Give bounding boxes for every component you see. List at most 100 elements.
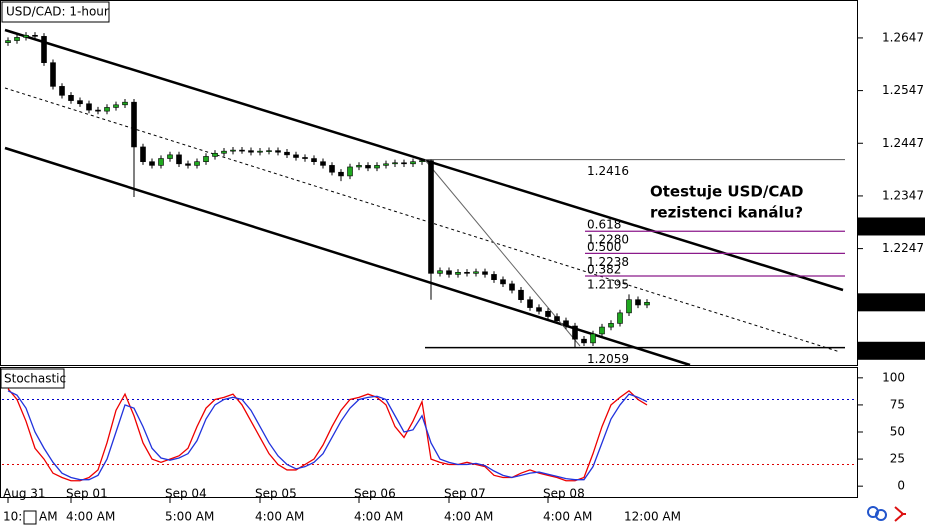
candle-body xyxy=(545,310,551,317)
candle-body xyxy=(302,157,308,159)
y-tick-label: 1.2547 xyxy=(882,83,924,97)
candle-body xyxy=(563,320,569,327)
candle-body xyxy=(293,154,299,158)
candle-body xyxy=(428,160,434,274)
annotation: rezistenci kanálu? xyxy=(650,204,803,222)
candle-body xyxy=(626,299,632,314)
price-marker-label: 1.2289 xyxy=(882,219,924,233)
candle-body xyxy=(455,272,461,275)
fib-ratio: 0.382 xyxy=(587,262,621,276)
candle-body xyxy=(392,162,398,165)
candle-body xyxy=(347,166,353,177)
candle-body xyxy=(608,323,614,328)
x-time-label: 4:00 AM xyxy=(444,510,493,524)
candle-body xyxy=(437,270,443,274)
fib-price: 1.2238 xyxy=(587,255,629,269)
indicator-tick-label: 50 xyxy=(890,425,905,439)
candle-body xyxy=(383,163,389,166)
candle-body xyxy=(284,151,290,156)
indicator-panel xyxy=(0,367,858,498)
indicator-tick-label: 0 xyxy=(897,479,905,493)
x-time-label: 4:00 AM xyxy=(66,510,115,524)
plot-layer xyxy=(4,28,845,367)
candle-body xyxy=(536,307,542,312)
candle-body xyxy=(464,272,470,274)
candle-body xyxy=(644,302,650,306)
x-date-label: Sep 04 xyxy=(165,487,207,501)
candle-body xyxy=(77,100,83,105)
candle-body xyxy=(140,146,146,162)
x-date-label: Aug 31 xyxy=(3,487,46,501)
indicator-line xyxy=(7,390,648,481)
y-tick-label: 1.2647 xyxy=(882,30,924,44)
candle-body xyxy=(590,333,596,344)
candle-body xyxy=(212,152,218,157)
arrow-icon[interactable] xyxy=(894,506,906,522)
x-time-label: 12:00 AM xyxy=(624,510,681,524)
candle-body xyxy=(275,150,281,153)
main-panel xyxy=(0,0,858,366)
candle-body xyxy=(401,162,407,165)
chart-title: USD/CAD: 1-hour xyxy=(6,5,109,19)
candle-body xyxy=(59,86,65,96)
x-date-label: Sep 01 xyxy=(66,487,108,501)
candle-body xyxy=(41,36,47,63)
candle-body xyxy=(500,279,506,285)
candle-body xyxy=(257,150,263,153)
link-icon[interactable] xyxy=(875,509,887,521)
candle-body xyxy=(104,107,110,112)
x-time-label: 4:00 AM xyxy=(255,510,304,524)
x-time-label: 4:00 AM xyxy=(543,510,592,524)
fib-price: 1.2195 xyxy=(587,277,629,291)
x-time-label: AM xyxy=(39,510,58,524)
candle-body xyxy=(491,274,497,280)
indicator-line xyxy=(7,388,648,482)
candle-body xyxy=(572,325,578,340)
candle-body xyxy=(50,62,56,87)
y-tick-label: 1.2347 xyxy=(882,188,924,202)
candle-body xyxy=(509,283,515,291)
channel-mid xyxy=(4,87,841,353)
candle-body xyxy=(419,160,425,162)
price-marker xyxy=(858,217,925,236)
candle-body xyxy=(329,165,335,173)
candle-body xyxy=(356,165,362,168)
candle-body xyxy=(266,150,272,152)
candle-body xyxy=(599,326,605,335)
candle-body xyxy=(482,271,488,275)
x-time-label: 10: xyxy=(3,510,22,524)
x-time-label: 4:00 AM xyxy=(354,510,403,524)
candle-body xyxy=(320,161,326,166)
price-marker xyxy=(858,293,925,312)
candle-body xyxy=(14,37,20,41)
candle-body xyxy=(167,154,173,159)
x-date-label: Sep 05 xyxy=(255,487,297,501)
indicator-title-box xyxy=(0,368,65,389)
candle-body xyxy=(230,149,236,152)
toolbar-icons[interactable] xyxy=(867,506,906,522)
fib-ratio: 0.618 xyxy=(587,218,621,232)
channel-upper xyxy=(4,28,844,292)
candle-body xyxy=(203,156,209,162)
candle-body xyxy=(473,271,479,274)
candle-body xyxy=(581,338,587,344)
candle-body xyxy=(446,270,452,275)
level-label: 1.2416 xyxy=(587,164,629,178)
candle-body xyxy=(113,104,119,108)
indicator-tick-label: 75 xyxy=(890,397,905,411)
title-box xyxy=(1,1,110,23)
candle-body xyxy=(635,299,641,306)
candle-body xyxy=(617,312,623,324)
candle-body xyxy=(5,40,11,43)
candle-body xyxy=(131,101,137,148)
candle-body xyxy=(239,149,245,152)
candle-body xyxy=(518,289,524,300)
candle-body xyxy=(95,109,101,112)
candle-body xyxy=(149,161,155,166)
x-time-label: 5:00 AM xyxy=(165,510,214,524)
price-marker-label: 1.2053 xyxy=(882,343,924,357)
candle-body xyxy=(122,101,128,106)
candle-body xyxy=(248,150,254,153)
scroll-box[interactable] xyxy=(23,510,37,525)
